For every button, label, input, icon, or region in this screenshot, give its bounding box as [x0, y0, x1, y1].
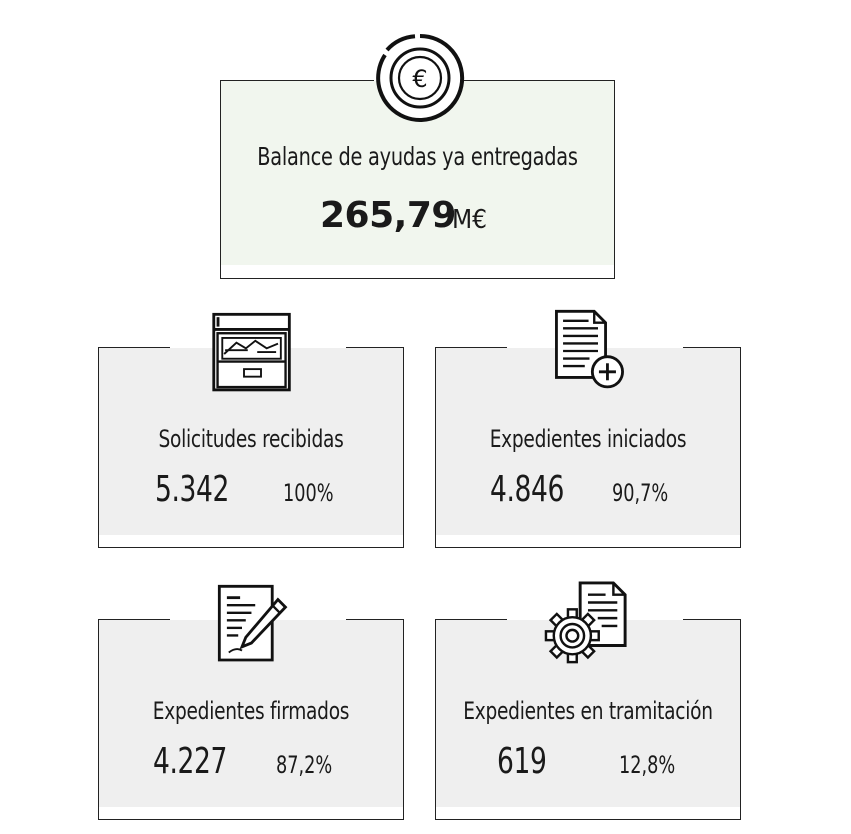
card-title: Expedientes firmados	[152, 697, 350, 725]
card-top-border-left	[435, 347, 507, 348]
document-sign-icon	[217, 584, 288, 662]
card-title: Expedientes en tramitación	[463, 697, 713, 725]
card-percent: 12,8%	[619, 751, 676, 779]
card-top-border-right	[346, 347, 404, 348]
card-solicitudes-recibidas: Solicitudes recibidas 5.342 100%	[98, 312, 404, 548]
card-background	[436, 348, 740, 535]
euro-coin-icon: €	[376, 33, 465, 122]
card-percent: 87,2%	[276, 751, 333, 779]
card-percent: 90,7%	[612, 479, 669, 507]
hero-card: € Balance de ayudas ya entregadas 265,79…	[220, 33, 615, 279]
card-top-border-right	[683, 619, 741, 620]
card-top-border-left	[435, 619, 507, 620]
card-expedientes-en-tramitacion: Expedientes en tramitación 619 12,8%	[435, 581, 741, 820]
card-value: 4.227	[153, 741, 227, 782]
hero-card-top-border-left	[220, 80, 374, 81]
hero-card-frame	[220, 80, 615, 279]
card-frame	[98, 619, 404, 820]
hero-amount: 265,79	[320, 195, 456, 236]
card-top-border-right	[683, 347, 741, 348]
card-percent: 100%	[283, 479, 334, 507]
card-frame	[98, 347, 404, 548]
card-top-border-left	[98, 347, 170, 348]
card-top-border-right	[346, 619, 404, 620]
hero-card-top-border-right	[460, 80, 615, 81]
svg-text:€: €	[412, 65, 427, 93]
card-value: 4.846	[490, 469, 564, 510]
hero-title: Balance de ayudas ya entregadas	[257, 142, 578, 171]
card-expedientes-iniciados: Expedientes iniciados 4.846 90,7%	[435, 309, 741, 548]
card-title: Solicitudes recibidas	[158, 425, 344, 453]
hero-amount-unit: M€	[452, 205, 488, 235]
card-title: Expedientes iniciados	[489, 425, 687, 453]
card-top-border-left	[98, 619, 170, 620]
card-value: 5.342	[155, 469, 229, 510]
card-expedientes-firmados: Expedientes firmados 4.227 87,2%	[98, 584, 404, 820]
document-add-icon	[555, 309, 624, 389]
document-gear-icon	[544, 581, 627, 664]
filing-cabinet-icon	[212, 312, 291, 392]
card-value: 619	[497, 741, 547, 782]
card-frame	[435, 347, 741, 548]
card-frame	[435, 619, 741, 820]
